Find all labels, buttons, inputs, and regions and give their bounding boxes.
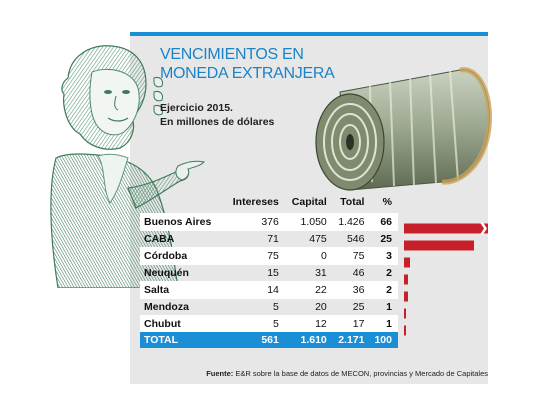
region-label: Neuquén bbox=[140, 264, 224, 282]
cell-total: 17 bbox=[332, 315, 371, 332]
dollar-roll-illustration bbox=[315, 67, 493, 191]
bar-chubut bbox=[404, 325, 406, 336]
cell-pct: 3 bbox=[370, 247, 398, 265]
cell-capital: 22 bbox=[284, 281, 333, 299]
column-header-total: Total bbox=[340, 196, 365, 208]
source-label: Fuente: bbox=[206, 369, 234, 378]
cell-intereses: 5 bbox=[224, 298, 285, 316]
title-line-2: MONEDA EXTRANJERA bbox=[160, 65, 335, 82]
axis-break-mark bbox=[480, 222, 487, 235]
cell-total: 46 bbox=[332, 264, 371, 282]
cell-total: 546 bbox=[332, 230, 371, 248]
chart-title: VENCIMIENTOS EN MONEDA EXTRANJERA bbox=[160, 45, 335, 83]
cell-capital: 31 bbox=[284, 264, 333, 282]
column-header-capital: Capital bbox=[291, 196, 327, 208]
source-note: Fuente: E&R sobre la base de datos de ME… bbox=[206, 369, 488, 378]
cell-capital: 0 bbox=[284, 247, 333, 265]
total-label: TOTAL bbox=[140, 332, 224, 348]
chart-subtitle: Ejercicio 2015. En millones de dólares bbox=[160, 101, 274, 129]
table-total-row: TOTAL 561 1.610 2.171 100 bbox=[140, 332, 398, 348]
bar-c-rdoba bbox=[404, 257, 410, 268]
bar-neuqu-n bbox=[404, 274, 408, 285]
table-row: Mendoza 5 20 25 1 bbox=[140, 298, 398, 316]
title-line-1: VENCIMIENTOS EN bbox=[160, 46, 304, 63]
cell-intereses: 75 bbox=[224, 247, 285, 265]
cell-pct: 1 bbox=[370, 298, 398, 316]
table-row: Salta 14 22 36 2 bbox=[140, 281, 398, 299]
cell-total: 36 bbox=[332, 281, 371, 299]
cell-total: 1.426 bbox=[332, 213, 371, 231]
total-total: 2.171 bbox=[332, 332, 371, 348]
cell-intereses: 376 bbox=[224, 213, 285, 231]
cell-total: 25 bbox=[332, 298, 371, 316]
bar-mendoza bbox=[404, 308, 406, 319]
cell-capital: 12 bbox=[284, 315, 333, 332]
table-header-row: Intereses Capital Total % bbox=[140, 191, 398, 214]
region-label: Córdoba bbox=[140, 247, 224, 265]
table-row: Córdoba 75 0 75 3 bbox=[140, 247, 398, 265]
region-label: Mendoza bbox=[140, 298, 224, 316]
cell-intereses: 15 bbox=[224, 264, 285, 282]
bar-salta bbox=[404, 291, 408, 302]
table-row: Buenos Aires 376 1.050 1.426 66 bbox=[140, 213, 398, 231]
cell-pct: 1 bbox=[370, 315, 398, 332]
total-intereses: 561 bbox=[224, 332, 285, 348]
subtitle-line-2: En millones de dólares bbox=[160, 116, 275, 128]
total-pct: 100 bbox=[370, 332, 398, 348]
cell-pct: 2 bbox=[370, 264, 398, 282]
subtitle-line-1: Ejercicio 2015. bbox=[160, 102, 233, 114]
column-header bbox=[140, 191, 224, 214]
accent-top-bar bbox=[130, 32, 488, 36]
column-header-intereses: Intereses bbox=[232, 196, 279, 208]
cell-intereses: 14 bbox=[224, 281, 285, 299]
cell-pct: 66 bbox=[370, 213, 398, 231]
total-capital: 1.610 bbox=[284, 332, 333, 348]
cell-pct: 2 bbox=[370, 281, 398, 299]
bar-caba bbox=[404, 240, 474, 251]
region-label: Buenos Aires bbox=[140, 213, 224, 231]
column-header-pct: % bbox=[382, 196, 392, 208]
data-table: Intereses Capital Total % Buenos Aires 3… bbox=[140, 191, 398, 348]
cell-capital: 475 bbox=[284, 230, 333, 248]
table-row: Neuquén 15 31 46 2 bbox=[140, 264, 398, 282]
table-row: Chubut 5 12 17 1 bbox=[140, 315, 398, 332]
region-label: CABA bbox=[140, 230, 224, 248]
cell-pct: 25 bbox=[370, 230, 398, 248]
table-row: CABA 71 475 546 25 bbox=[140, 230, 398, 248]
cell-intereses: 5 bbox=[224, 315, 285, 332]
percentage-bar-chart bbox=[404, 222, 488, 336]
region-label: Chubut bbox=[140, 315, 224, 332]
region-label: Salta bbox=[140, 281, 224, 299]
cell-capital: 1.050 bbox=[284, 213, 333, 231]
cell-intereses: 71 bbox=[224, 230, 285, 248]
bar-buenos-aires bbox=[404, 223, 488, 234]
source-text: E&R sobre la base de datos de MECON, pro… bbox=[235, 369, 488, 378]
cell-capital: 20 bbox=[284, 298, 333, 316]
cell-total: 75 bbox=[332, 247, 371, 265]
